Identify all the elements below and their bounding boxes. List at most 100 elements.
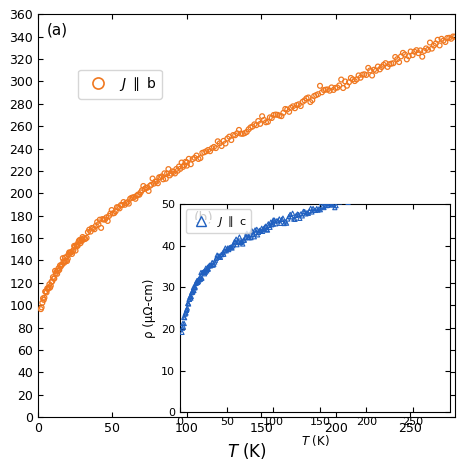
Point <box>412 177 419 184</box>
Point <box>408 179 416 187</box>
Point <box>219 249 227 256</box>
Point <box>392 184 400 192</box>
Point <box>100 216 108 223</box>
Point <box>432 40 439 47</box>
Point <box>71 243 79 250</box>
Point <box>320 204 328 211</box>
Point <box>145 187 153 195</box>
Point <box>304 210 312 217</box>
Point <box>189 155 196 163</box>
Point <box>318 199 325 207</box>
Point <box>382 59 389 67</box>
Point <box>228 243 235 251</box>
Point <box>315 205 323 212</box>
Point <box>139 182 147 190</box>
Point <box>191 284 199 292</box>
Point <box>423 177 430 184</box>
Point <box>162 175 170 182</box>
Point <box>82 235 89 243</box>
Point <box>85 226 93 234</box>
Point <box>239 130 246 137</box>
Point <box>429 173 437 180</box>
Point <box>386 186 394 194</box>
Point <box>62 257 69 265</box>
Point <box>403 184 411 191</box>
Point <box>138 186 146 194</box>
Point <box>324 201 331 209</box>
Text: (a): (a) <box>46 22 67 37</box>
Point <box>187 160 194 168</box>
Point <box>268 114 275 122</box>
Point <box>428 176 435 183</box>
Point <box>262 118 270 126</box>
Point <box>258 224 265 232</box>
Point <box>191 283 199 291</box>
Point <box>357 74 365 82</box>
Point <box>299 98 306 106</box>
Point <box>194 279 201 286</box>
Point <box>300 208 307 215</box>
Point <box>238 237 246 245</box>
Point <box>61 254 69 261</box>
Point <box>192 279 200 287</box>
Point <box>431 174 439 182</box>
Point <box>218 251 225 258</box>
Point <box>229 242 237 250</box>
Point <box>434 175 441 182</box>
Point <box>187 292 194 300</box>
Point <box>43 289 50 296</box>
Point <box>63 257 71 265</box>
Point <box>364 192 371 200</box>
Point <box>79 237 86 244</box>
Point <box>61 259 68 266</box>
Point <box>415 49 422 57</box>
Point <box>346 194 353 202</box>
Point <box>79 233 86 241</box>
Point <box>212 144 219 152</box>
Point <box>283 219 291 227</box>
Point <box>397 53 405 60</box>
Point <box>417 176 424 184</box>
Point <box>46 284 54 292</box>
Point <box>449 33 457 40</box>
Point <box>314 206 322 214</box>
Point <box>206 147 214 155</box>
Point <box>355 72 363 79</box>
Point <box>233 129 241 137</box>
Point <box>374 189 382 197</box>
Point <box>290 215 298 223</box>
Point <box>346 196 354 204</box>
Point <box>380 61 387 69</box>
Point <box>128 194 135 201</box>
Point <box>426 175 434 183</box>
Point <box>351 77 358 85</box>
Point <box>371 190 378 197</box>
Point <box>247 234 255 241</box>
Point <box>99 215 106 223</box>
Point <box>261 223 269 231</box>
Point <box>211 258 219 266</box>
Point <box>183 304 191 312</box>
Point <box>247 124 255 131</box>
Point <box>378 186 386 193</box>
Point <box>255 227 263 235</box>
Point <box>279 214 287 222</box>
Point <box>324 86 331 93</box>
Point <box>388 184 395 191</box>
Point <box>185 296 193 303</box>
Point <box>322 86 329 93</box>
Point <box>203 267 210 274</box>
Point <box>305 94 312 101</box>
Point <box>44 285 52 293</box>
Point <box>54 267 62 274</box>
Point <box>419 182 427 190</box>
Point <box>202 147 210 155</box>
Point <box>149 175 156 182</box>
Point <box>350 196 358 203</box>
Point <box>293 210 301 218</box>
Point <box>188 289 195 296</box>
Point <box>370 66 378 73</box>
Point <box>341 194 348 201</box>
Point <box>287 104 295 111</box>
Point <box>264 226 271 234</box>
